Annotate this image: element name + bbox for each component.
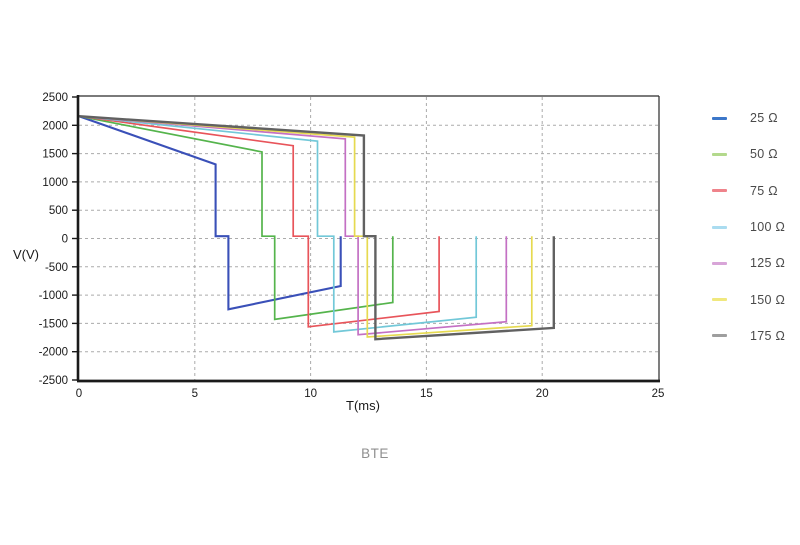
legend-item-25Ω: 25 Ω xyxy=(706,100,796,136)
legend-item-175Ω: 175 Ω xyxy=(706,318,796,354)
legend-label: 25 Ω xyxy=(750,111,778,126)
legend-label: 125 Ω xyxy=(750,256,786,271)
x-tick-label: 0 xyxy=(76,388,82,400)
y-tick-label: 1000 xyxy=(42,177,68,189)
y-tick-label: 500 xyxy=(49,205,68,217)
legend-swatch xyxy=(712,298,727,302)
series-line-25Ω xyxy=(78,115,342,311)
legend-label: 100 Ω xyxy=(750,220,786,235)
x-tick-label: 20 xyxy=(536,388,549,400)
legend-swatch xyxy=(712,261,727,265)
legend-swatch xyxy=(712,152,727,156)
chart-caption: BTE xyxy=(361,446,389,461)
legend-label: 50 Ω xyxy=(750,147,778,162)
legend-item-150Ω: 150 Ω xyxy=(706,281,796,317)
legend-swatch xyxy=(712,116,727,120)
y-tick-label: 2000 xyxy=(42,120,68,132)
x-axis-title: T(ms) xyxy=(346,398,380,413)
series-line-150Ω xyxy=(78,115,533,338)
chart-legend: 25 Ω 50 Ω 75 Ω 100 Ω 125 Ω 150 Ω 175 Ω xyxy=(706,100,796,354)
legend-label: 75 Ω xyxy=(750,183,778,198)
legend-item-50Ω: 50 Ω xyxy=(706,136,796,172)
legend-label: 175 Ω xyxy=(750,328,786,343)
y-tick-label: 1500 xyxy=(42,149,68,161)
legend-item-100Ω: 100 Ω xyxy=(706,209,796,245)
legend-item-125Ω: 125 Ω xyxy=(706,245,796,281)
x-tick-label: 5 xyxy=(192,388,198,400)
y-tick-label: 2500 xyxy=(42,92,68,104)
y-tick-label: 0 xyxy=(62,234,68,246)
y-tick-label: -2000 xyxy=(39,347,68,359)
series-line-50Ω xyxy=(78,115,394,321)
x-tick-label: 25 xyxy=(652,388,665,400)
series-line-75Ω xyxy=(78,115,440,328)
x-tick-label: 10 xyxy=(304,388,317,400)
y-tick-label: -2500 xyxy=(39,375,68,387)
series-line-175Ω xyxy=(78,115,555,341)
legend-swatch xyxy=(712,334,727,338)
legend-label: 150 Ω xyxy=(750,292,786,307)
legend-item-75Ω: 75 Ω xyxy=(706,173,796,209)
y-tick-label: -1000 xyxy=(39,290,68,302)
legend-swatch xyxy=(712,189,727,193)
x-tick-label: 15 xyxy=(420,388,433,400)
y-axis-title: V(V) xyxy=(13,247,39,262)
y-tick-label: -1500 xyxy=(39,318,68,330)
legend-swatch xyxy=(712,225,727,229)
series-line-100Ω xyxy=(78,115,478,333)
y-tick-label: -500 xyxy=(45,262,68,274)
